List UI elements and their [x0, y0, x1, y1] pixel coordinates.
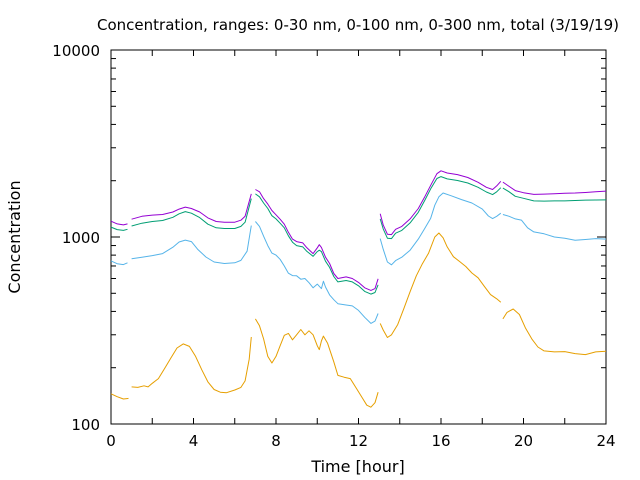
x-tick-label: 0: [106, 432, 116, 450]
x-tick-label: 16: [431, 432, 450, 450]
series-group: [110, 170, 607, 408]
y-tick-label: 100: [71, 416, 100, 434]
y-tick-label: 10000: [52, 42, 100, 60]
chart-title: Concentration, ranges: 0-30 nm, 0-100 nm…: [97, 16, 619, 34]
series-2-line-segment: [110, 260, 128, 266]
series-1-line-segment: [254, 318, 379, 408]
series-1-line-segment: [110, 393, 129, 400]
series-4-line-segment: [110, 220, 128, 226]
series-2-line-segment: [255, 221, 379, 324]
series-1-line-segment: [502, 308, 607, 356]
y-axis-label: Concentration: [5, 180, 24, 293]
series-3-line-segment: [379, 176, 502, 240]
series-1-line-segment: [379, 232, 502, 338]
series-3-line-segment: [131, 198, 252, 229]
series-2-line-segment: [379, 192, 502, 266]
series-1-line-segment: [131, 336, 252, 394]
series-4-line-segment: [379, 170, 502, 236]
plot-frame: [110, 49, 607, 425]
series-4-line-segment: [502, 181, 607, 195]
x-tick-label: 4: [189, 432, 199, 450]
x-tick-label: 24: [596, 432, 615, 450]
series-2-line-segment: [502, 214, 607, 241]
x-tick-label: 12: [349, 432, 368, 450]
series-3-line-segment: [110, 226, 128, 231]
axis-tick-labels: 0 4 8 12 16 20 24 100 1000 10000: [52, 42, 615, 450]
axis-ticks: [110, 50, 607, 425]
series-4-line-segment: [255, 189, 379, 291]
x-tick-label: 8: [271, 432, 281, 450]
y-tick-label: 1000: [62, 229, 100, 247]
series-3-line-segment: [502, 187, 607, 202]
series-3-line-segment: [255, 193, 379, 295]
x-axis-label: Time [hour]: [310, 457, 404, 476]
series-4-line-segment: [131, 193, 252, 223]
series-2-line-segment: [131, 225, 252, 264]
x-tick-label: 20: [514, 432, 533, 450]
